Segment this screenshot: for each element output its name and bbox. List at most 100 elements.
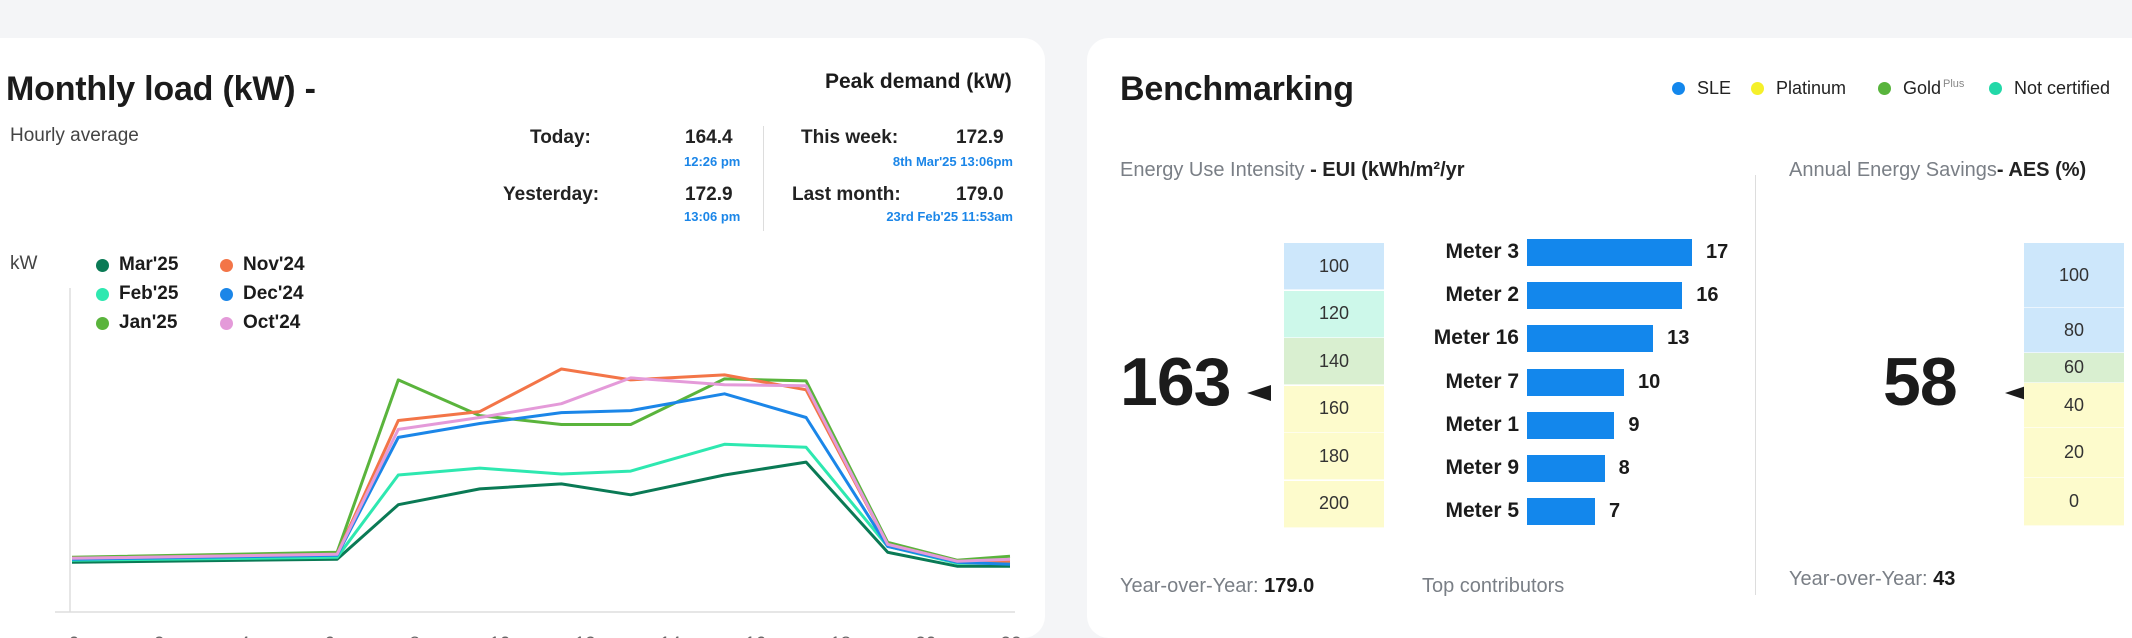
meter-bar[interactable]: [1527, 498, 1595, 526]
today-time: 12:26 pm: [684, 154, 741, 169]
x-tick-label: 18: [830, 634, 851, 638]
meter-bar[interactable]: [1527, 239, 1692, 266]
bench-legend-label: Gold Plus: [1903, 78, 1965, 98]
x-tick-label: 14: [660, 634, 682, 638]
legend-dot-icon: [96, 316, 109, 330]
legend-label: Jan'25: [119, 312, 178, 333]
eui-yoy-value: 179.0: [1264, 575, 1315, 597]
bench-legend-dot-icon: [1672, 82, 1685, 95]
eui-pointer-icon: [1247, 385, 1271, 401]
month-label: Last month:: [792, 184, 901, 205]
monthly-load-card: Monthly load (kW) - Hourly average Peak …: [0, 38, 1045, 638]
load-title: Monthly load (kW) -: [6, 70, 316, 108]
aes-scale-cell: 40: [2024, 383, 2124, 428]
eui-scale-cell: 200: [1284, 480, 1384, 528]
legend-item-1[interactable]: Mar'25: [96, 254, 178, 276]
legend-item-5[interactable]: Dec'24: [220, 283, 304, 305]
series-line-6[interactable]: [71, 376, 1011, 563]
week-time: 8th Mar'25 13:06pm: [892, 154, 1013, 169]
x-tick-label: 2: [154, 634, 165, 638]
legend-dot-icon: [220, 258, 233, 272]
legend-item-3[interactable]: Jan'25: [96, 312, 177, 334]
meter-value: 7: [1608, 500, 1621, 523]
today-value: 164.4: [685, 127, 733, 148]
bench-legend-label: Platinum: [1776, 78, 1847, 98]
month-value: 179.0: [956, 184, 1004, 205]
y-axis-label: kW: [10, 253, 38, 274]
legend-dot-icon: [96, 287, 109, 301]
eui-yoy-label: Year-over-Year:: [1120, 575, 1259, 597]
eui-title-unit: - EUI (kWh/m²/yr: [1310, 159, 1465, 181]
bench-legend-label: SLE: [1697, 78, 1732, 98]
meter-label: Meter 1: [1445, 412, 1519, 436]
meter-label: Meter 2: [1445, 283, 1519, 307]
aes-yoy-value: 43: [1933, 568, 1956, 590]
x-tick-label: 16: [745, 634, 766, 638]
meter-value: 10: [1638, 370, 1661, 393]
x-tick-label: 6: [324, 634, 335, 638]
eui-title: Energy Use Intensity - EUI (kWh/m²/yr: [1120, 159, 1465, 182]
eui-yoy: Year-over-Year: 179.0: [1120, 575, 1314, 598]
meter-value: 16: [1696, 284, 1719, 307]
peak-demand-title: Peak demand (kW): [825, 70, 1012, 93]
bench-legend-label: Not certified: [2014, 78, 2111, 98]
x-tick-label: 22: [1000, 634, 1021, 638]
yesterday-label: Yesterday:: [503, 184, 600, 205]
aes-pointer-icon: [2005, 385, 2029, 401]
yesterday-time: 13:06 pm: [684, 209, 741, 224]
meter-value: 17: [1706, 241, 1729, 263]
x-tick-label: 4: [239, 634, 250, 638]
benchmarking-title: Benchmarking: [1120, 70, 1354, 108]
aes-scale-cell: 80: [2024, 308, 2124, 353]
bench-legend-dot-icon: [1751, 82, 1764, 95]
eui-scale-cell: 120: [1284, 290, 1384, 338]
meter-value: 8: [1618, 457, 1630, 479]
legend-label: Nov'24: [243, 254, 305, 275]
meter-bar[interactable]: [1527, 368, 1625, 396]
meter-label: Meter 16: [1433, 326, 1519, 350]
meter-bar[interactable]: [1527, 455, 1605, 482]
week-value: 172.9: [956, 127, 1004, 148]
aes-scale-cell: 100: [2024, 243, 2124, 308]
meter-bar[interactable]: [1527, 411, 1615, 439]
today-label: Today:: [530, 127, 591, 148]
legend-item-2[interactable]: Feb'25: [96, 283, 178, 305]
meter-label: Meter 3: [1445, 240, 1519, 263]
series-line-5[interactable]: [71, 392, 1011, 566]
legend-item-4[interactable]: Nov'24: [220, 254, 305, 276]
legend-label: Feb'25: [119, 283, 179, 304]
x-tick-label: 0: [69, 634, 80, 638]
meter-bar[interactable]: [1527, 282, 1683, 310]
aes-yoy: Year-over-Year: 43: [1789, 568, 1955, 591]
legend-label: Oct'24: [243, 312, 301, 333]
x-tick-label: 10: [489, 634, 510, 638]
legend-item-6[interactable]: Oct'24: [220, 312, 300, 334]
load-subtitle: Hourly average: [10, 125, 139, 146]
eui-scale-cell: 160: [1284, 385, 1384, 433]
meter-bar[interactable]: [1527, 325, 1654, 353]
legend-dot-icon: [220, 287, 233, 301]
series-line-1[interactable]: [71, 460, 1010, 568]
benchmarking-card: Benchmarking SLE Platinum Gold Plus Not cert…: [1087, 38, 2132, 638]
month-time: 23rd Feb'25 11:53am: [886, 209, 1013, 224]
top-contributors-label: Top contributors: [1422, 575, 1565, 597]
legend-label: Dec'24: [243, 283, 304, 304]
bench-legend-item-1: SLE: [1672, 78, 1731, 99]
x-tick-label: 12: [575, 634, 596, 638]
meter-label: Meter 5: [1445, 499, 1519, 523]
series-line-3[interactable]: [71, 377, 1011, 562]
bench-divider: [1755, 175, 1756, 595]
eui-title-text: Energy Use Intensity: [1120, 159, 1305, 181]
aes-scale-cell: 60: [2024, 353, 2124, 383]
eui-scale-cell: 100: [1284, 243, 1384, 290]
legend-dot-icon: [96, 258, 109, 272]
eui-value: 163: [1120, 344, 1231, 420]
eui-scale-cell: 180: [1284, 433, 1384, 480]
bench-legend-item-4: Not certified: [1989, 78, 2110, 99]
aes-scale-cell: 0: [2024, 478, 2124, 526]
yesterday-value: 172.9: [685, 184, 733, 205]
bench-legend-dot-icon: [1878, 82, 1891, 95]
bench-legend-sup: Plus: [1943, 78, 1965, 90]
bench-legend-item-3: Gold Plus: [1878, 78, 1964, 99]
bench-legend-item-2: Platinum: [1751, 78, 1846, 99]
